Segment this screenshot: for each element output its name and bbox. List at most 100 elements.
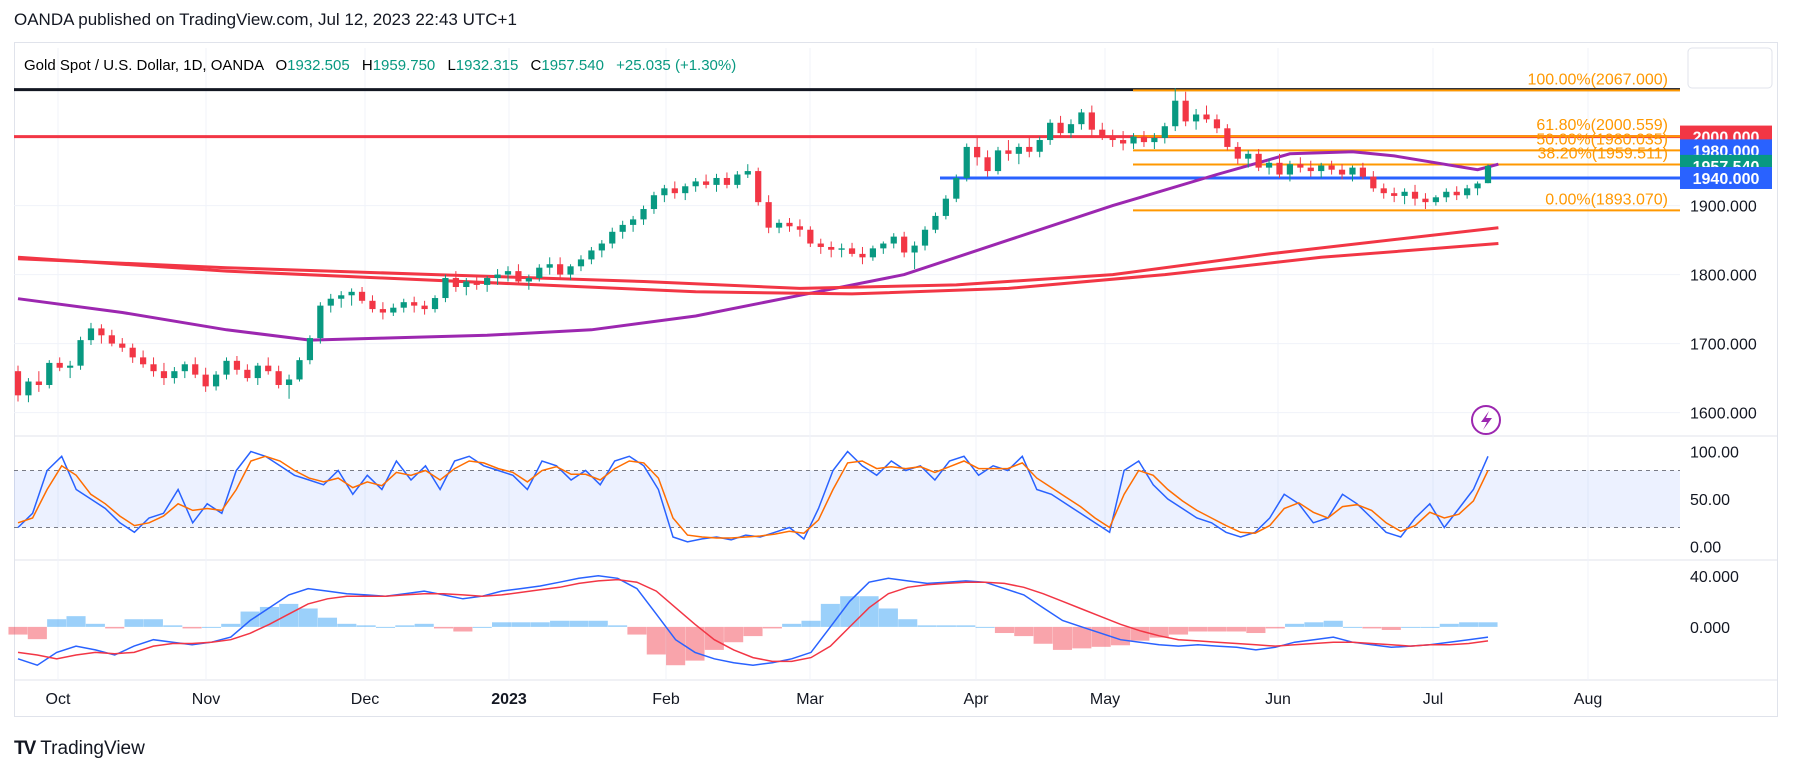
candle-body	[671, 188, 678, 194]
candle-body	[306, 338, 314, 361]
candle	[713, 173, 720, 192]
candle	[640, 205, 647, 225]
candle-body	[932, 215, 939, 230]
candle	[536, 264, 543, 282]
candle-body	[1213, 119, 1221, 129]
candle	[1359, 162, 1366, 180]
candle-body	[1120, 140, 1127, 144]
candle	[1453, 186, 1460, 201]
candle-body	[35, 381, 42, 385]
macd-histogram-bar	[375, 626, 396, 628]
candle-body	[275, 371, 282, 385]
candle-body	[963, 146, 970, 178]
candle-body	[1088, 112, 1095, 130]
macd-histogram-bar	[685, 626, 705, 661]
price-pane[interactable]: 100.00%(2067.000) 61.80%(2000.559)50.00%(…	[14, 71, 1680, 403]
macd-histogram-bar	[414, 623, 434, 627]
macd-histogram-bar	[1285, 623, 1305, 627]
macd-pane[interactable]	[8, 575, 1498, 667]
macd-histogram-bar	[1130, 626, 1150, 641]
candle	[1307, 160, 1314, 177]
candle	[963, 143, 970, 182]
chart-settings-box[interactable]	[1687, 47, 1773, 89]
stochastic-tick-label: 50.00	[1690, 492, 1730, 509]
candle-body	[661, 188, 668, 196]
candle	[494, 269, 501, 285]
candle-body	[536, 267, 543, 279]
candle-body	[494, 274, 501, 279]
macd-histogram-bar	[1362, 626, 1382, 629]
candle	[1078, 108, 1085, 130]
candle	[1318, 162, 1325, 178]
macd-histogram-bar	[666, 626, 686, 666]
fib-level-label: 100.00%(2067.000)	[1527, 71, 1668, 88]
macd-histogram-bar	[704, 626, 724, 650]
candle	[1026, 136, 1033, 158]
candle	[546, 257, 553, 275]
macd-histogram-bar	[627, 626, 647, 635]
time-axis[interactable]: Oct Nov Dec 2023 Feb Mar Apr May Jun Jul Aug	[46, 691, 1603, 708]
candle	[1328, 160, 1335, 175]
candle	[1286, 160, 1294, 182]
candle	[171, 367, 178, 384]
macd-histogram-bar	[356, 625, 376, 627]
candle-body	[1130, 136, 1137, 144]
candle-body	[1307, 167, 1314, 172]
candle-body	[567, 266, 574, 275]
candle	[431, 295, 439, 313]
candle-body	[921, 229, 929, 246]
macd-histogram-bar	[1207, 626, 1227, 632]
macd-histogram-bar	[163, 625, 183, 627]
candle-body	[77, 340, 84, 366]
macd-histogram-bar	[1478, 622, 1498, 627]
macd-tick-label: 40.000	[1690, 569, 1739, 586]
macd-histogram-bar	[1459, 622, 1479, 627]
macd-histogram-bar	[47, 619, 67, 627]
candle	[379, 302, 386, 320]
candle	[921, 226, 929, 251]
tradingview-logo[interactable]: TV TradingView	[14, 738, 145, 760]
candle-body	[755, 171, 762, 203]
candle-body	[56, 362, 63, 368]
candle	[504, 266, 512, 282]
candle-body	[1349, 167, 1356, 175]
macd-histogram-bar	[492, 622, 512, 627]
candle-body	[46, 362, 53, 385]
time-tick-label: Aug	[1574, 691, 1602, 708]
candle-body	[1036, 140, 1043, 152]
candle	[56, 357, 63, 372]
candle-body	[202, 374, 209, 387]
macd-histogram-bar	[608, 625, 628, 627]
candle	[1224, 124, 1231, 151]
macd-histogram-bar	[8, 626, 28, 635]
close-label: C	[531, 57, 542, 74]
price-axis[interactable]: 1600.0001700.0001800.0001900.0002000.000…	[1680, 125, 1772, 637]
macd-histogram-bar	[105, 626, 125, 629]
candle	[577, 255, 585, 272]
candle-body	[807, 229, 814, 244]
price-tick-label: 1600.000	[1690, 406, 1757, 423]
candle-body	[713, 177, 720, 185]
candle-body	[577, 259, 585, 267]
candle	[1276, 153, 1283, 178]
candle-body	[1286, 164, 1294, 175]
candle-body	[1245, 153, 1252, 159]
macd-histogram-bar	[1072, 626, 1092, 649]
candle-body	[431, 298, 439, 310]
candle-body	[317, 305, 324, 339]
candle-body	[848, 248, 856, 254]
candle	[953, 174, 960, 203]
tradingview-brand: TradingView	[40, 738, 145, 759]
candle-body	[953, 177, 960, 199]
stochastic-pane[interactable]	[14, 450, 1680, 543]
candle	[1213, 114, 1221, 134]
candle	[400, 298, 407, 313]
macd-histogram-bar	[569, 620, 589, 627]
candle-body	[129, 347, 136, 358]
candle-body	[1182, 100, 1189, 122]
alert-icon[interactable]	[1471, 405, 1501, 435]
candle-body	[25, 381, 32, 396]
candle	[723, 172, 731, 189]
candle	[77, 336, 84, 370]
